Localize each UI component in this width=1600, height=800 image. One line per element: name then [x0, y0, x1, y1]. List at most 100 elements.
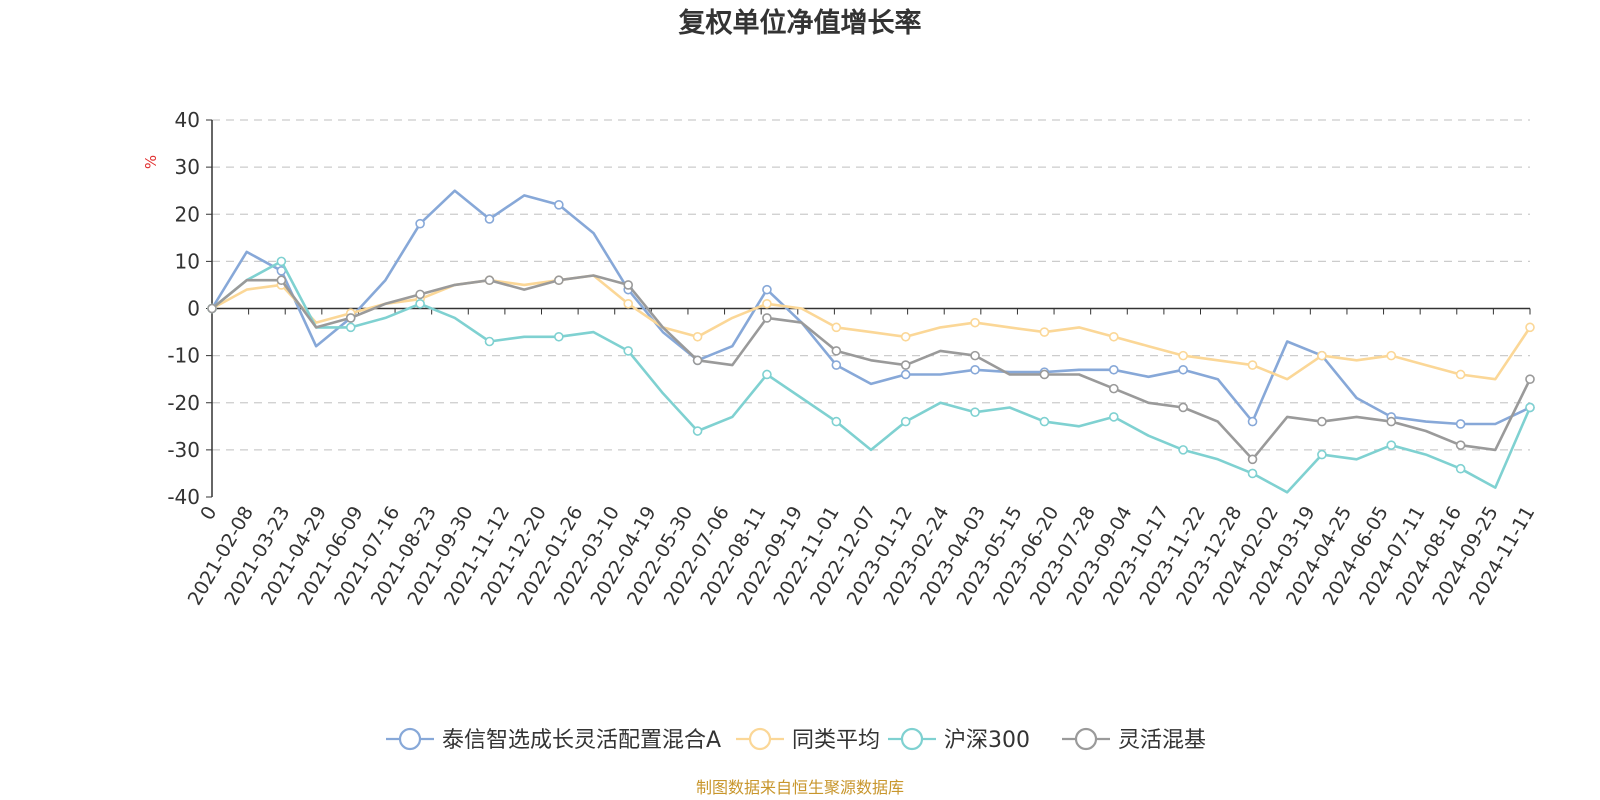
- y-tick-label: 20: [175, 202, 200, 226]
- chart-title: 复权单位净值增长率: [679, 7, 922, 39]
- series-line: [211, 274, 1532, 381]
- series-point: [1317, 449, 1327, 460]
- series-line: [211, 260, 1532, 494]
- series-point: [1108, 364, 1119, 375]
- series-point: [484, 336, 495, 347]
- series-point: [1108, 331, 1119, 342]
- series-point: [623, 298, 634, 309]
- series-point: [276, 256, 287, 267]
- legend-marker: [1074, 727, 1098, 751]
- y-tick-label: 10: [175, 249, 200, 273]
- x-tick-labels: 02021-02-082021-03-232021-04-292021-06-0…: [184, 503, 1540, 610]
- series-point: [1247, 416, 1258, 427]
- series-point: [1247, 468, 1258, 479]
- y-tick-label: -20: [167, 391, 200, 415]
- series-point: [207, 303, 217, 314]
- series-point: [900, 331, 911, 342]
- series-line: [210, 189, 1531, 426]
- legend[interactable]: 泰信智选成长灵活配置混合A 同类平均 沪深300 灵活混基: [386, 727, 1206, 753]
- series-point: [970, 317, 980, 328]
- series-point: [970, 407, 980, 417]
- legend-label: 灵活混基: [1118, 728, 1206, 753]
- series-point: [554, 200, 564, 210]
- legend-marker: [748, 727, 772, 751]
- series-point: [900, 416, 911, 427]
- y-tick-label: 0: [187, 297, 200, 321]
- series-point: [831, 346, 842, 356]
- series-point: [1039, 416, 1050, 427]
- series-point: [831, 360, 842, 370]
- series-point: [554, 331, 564, 342]
- y-tick-label: 40: [175, 108, 200, 132]
- y-tick-label: 30: [175, 155, 200, 179]
- series-point: [415, 289, 425, 300]
- series-point: [484, 214, 495, 224]
- series-point: [692, 426, 703, 436]
- series-point: [623, 346, 634, 356]
- series-point: [900, 360, 911, 370]
- series-point: [1525, 402, 1535, 413]
- series-point: [900, 369, 911, 380]
- series-point: [762, 298, 772, 309]
- series-3: [207, 274, 1535, 465]
- series-point: [1178, 364, 1188, 375]
- axes: [206, 119, 1531, 498]
- legend-label: 同类平均: [792, 728, 880, 753]
- series-point: [1525, 374, 1535, 384]
- y-tick-labels: 40 30 20 10 0 -10 -20 -30 -40: [167, 108, 200, 509]
- series-point: [1178, 445, 1188, 455]
- series-point: [1317, 350, 1327, 361]
- y-axis-unit: %: [142, 155, 160, 169]
- series-point: [1455, 369, 1466, 380]
- series-point: [415, 218, 425, 229]
- series-point: [1108, 412, 1119, 422]
- series-point: [1386, 416, 1397, 427]
- series-line: [211, 274, 1532, 461]
- series-point: [762, 369, 772, 380]
- series-point: [970, 364, 980, 375]
- series-point: [484, 275, 495, 286]
- legend-label: 泰信智选成长灵活配置混合A: [442, 728, 721, 753]
- series-point: [1108, 383, 1119, 394]
- series-point: [1386, 350, 1397, 361]
- series-point: [1455, 419, 1466, 429]
- series-point: [1178, 350, 1188, 361]
- series-point: [1386, 440, 1397, 450]
- series-2: [207, 256, 1535, 494]
- series-point: [276, 275, 287, 286]
- series-point: [1039, 327, 1050, 337]
- x-tick-label: 0: [196, 503, 221, 524]
- legend-marker: [398, 727, 422, 751]
- series-1: [207, 274, 1535, 381]
- series-point: [1039, 369, 1050, 380]
- series-lines: [207, 189, 1535, 494]
- series-point: [1247, 454, 1258, 465]
- legend-marker: [900, 727, 924, 751]
- legend-item-3[interactable]: 灵活混基: [1062, 727, 1206, 753]
- legend-item-0[interactable]: 泰信智选成长灵活配置混合A: [386, 727, 721, 753]
- legend-label: 沪深300: [944, 728, 1030, 753]
- source-note: 制图数据来自恒生聚源数据库: [696, 778, 904, 797]
- y-tick-label: -30: [167, 438, 200, 462]
- series-point: [1525, 322, 1535, 333]
- series-point: [831, 416, 842, 427]
- series-point: [762, 313, 772, 323]
- series-point: [1455, 440, 1466, 450]
- series-point: [1317, 416, 1327, 427]
- y-tick-label: -40: [167, 485, 200, 509]
- series-point: [345, 313, 356, 323]
- legend-item-2[interactable]: 沪深300: [888, 727, 1030, 753]
- series-point: [415, 298, 425, 309]
- series-point: [762, 284, 772, 295]
- series-point: [1455, 463, 1466, 474]
- y-tick-label: -10: [167, 344, 200, 368]
- legend-item-1[interactable]: 同类平均: [736, 727, 880, 753]
- series-point: [345, 322, 356, 333]
- series-point: [1178, 402, 1188, 413]
- series-point: [692, 331, 703, 342]
- series-point: [623, 280, 634, 290]
- series-point: [831, 322, 842, 333]
- series-point: [554, 275, 564, 286]
- series-point: [970, 350, 980, 361]
